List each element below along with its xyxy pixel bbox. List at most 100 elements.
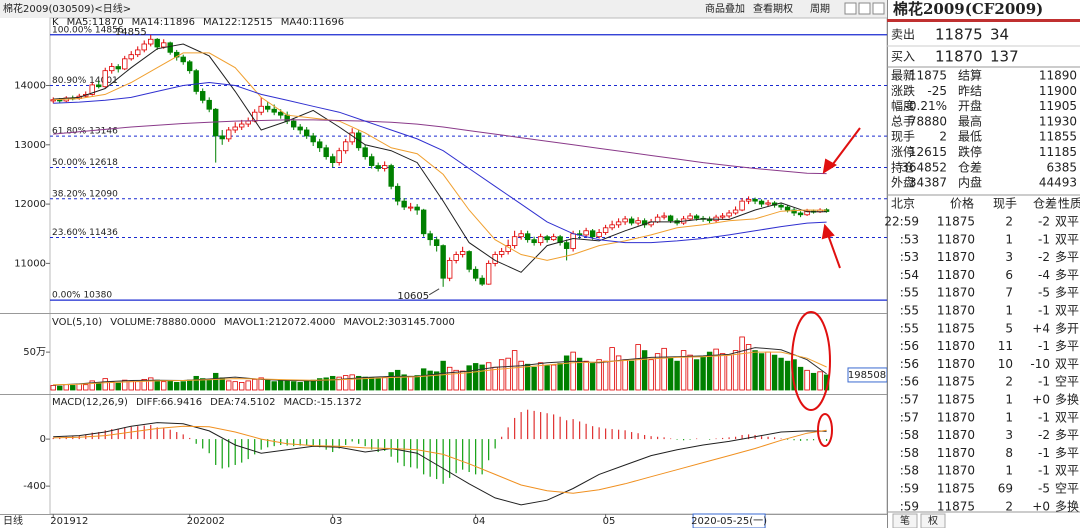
candle-body bbox=[368, 156, 375, 166]
volume-bar bbox=[83, 384, 89, 391]
toolbar-button[interactable]: 周期 bbox=[810, 3, 830, 15]
tick-cell: +0 bbox=[1032, 393, 1050, 407]
candle-body bbox=[485, 262, 492, 285]
icon-button[interactable] bbox=[844, 2, 857, 15]
candle-body bbox=[109, 66, 115, 72]
volume-bar bbox=[427, 370, 433, 391]
legend-item: MA5:11870 bbox=[67, 17, 124, 28]
tick-cell: :57 bbox=[900, 393, 919, 407]
tick-cell: 多平 bbox=[1055, 428, 1079, 442]
y-tick-label: 13000 bbox=[14, 140, 46, 151]
tick-cell: 3 bbox=[1005, 428, 1013, 442]
volume-bar bbox=[115, 382, 121, 391]
tick-cell: 10 bbox=[998, 357, 1013, 371]
legend-item: MA122:12515 bbox=[203, 17, 273, 28]
icon-button[interactable] bbox=[858, 2, 871, 15]
volume-bar bbox=[102, 378, 108, 391]
arrow-head bbox=[822, 158, 837, 175]
tick-cell: 多换 bbox=[1055, 393, 1079, 407]
volume-bar bbox=[89, 380, 95, 391]
tick-cell: 11870 bbox=[937, 286, 975, 300]
volume-bar bbox=[726, 354, 732, 391]
volume-bar bbox=[245, 380, 251, 391]
tick-cell: -1 bbox=[1038, 410, 1050, 424]
candle-body bbox=[264, 105, 271, 110]
candle-body bbox=[752, 198, 758, 202]
stat-value: 11930 bbox=[1039, 114, 1077, 128]
candle-body bbox=[193, 70, 199, 92]
candle-body bbox=[765, 202, 771, 205]
tick-cell: -2 bbox=[1038, 250, 1050, 264]
stat-label: 现手 bbox=[891, 130, 915, 144]
stat-label: 最高 bbox=[958, 113, 982, 128]
volume-bar bbox=[804, 369, 810, 391]
y-tick-label: 11000 bbox=[14, 258, 46, 269]
stat-label: 总手 bbox=[891, 114, 915, 128]
line-series bbox=[53, 351, 827, 386]
quote-title: 棉花2009(CF2009) bbox=[893, 0, 1043, 18]
volume-bar bbox=[394, 369, 401, 391]
volume-bar bbox=[200, 378, 206, 391]
top-bar bbox=[0, 0, 887, 18]
volume-bar bbox=[122, 379, 128, 391]
x-tick-label: 201912 bbox=[50, 516, 88, 527]
stat-value: 11905 bbox=[1039, 99, 1077, 113]
volume-bar bbox=[290, 381, 297, 391]
ticks-header: 北京 bbox=[891, 197, 915, 211]
volume-bar bbox=[628, 360, 635, 391]
candle-body bbox=[453, 254, 459, 261]
candle-body bbox=[206, 99, 212, 110]
candle-body bbox=[336, 150, 342, 163]
y-tick-label: 50万 bbox=[23, 347, 46, 358]
tick-cell: 11870 bbox=[937, 357, 975, 371]
tab[interactable] bbox=[892, 513, 918, 528]
toolbar-button[interactable]: 商品叠加 bbox=[705, 2, 745, 15]
candle-body bbox=[310, 135, 316, 143]
legend-item: MAVOL2:303145.7000 bbox=[343, 317, 454, 328]
arrow bbox=[826, 231, 841, 269]
stat-value: 12615 bbox=[909, 145, 947, 159]
tick-cell: 空平 bbox=[1055, 375, 1079, 389]
fib-label: 38.20% 12090 bbox=[52, 189, 118, 199]
candle-body bbox=[719, 215, 726, 218]
tick-cell: 11870 bbox=[937, 410, 975, 424]
candle-body bbox=[239, 123, 245, 128]
tab-label[interactable]: 笔 bbox=[900, 514, 910, 527]
candle-body bbox=[316, 141, 323, 149]
highlight-ellipse bbox=[791, 311, 831, 411]
tab[interactable] bbox=[920, 513, 946, 528]
volume-bar bbox=[485, 362, 492, 391]
volume-bar bbox=[615, 355, 622, 391]
volume-bar bbox=[693, 359, 700, 391]
stat-value: 364852 bbox=[901, 160, 947, 174]
candle-body bbox=[200, 91, 206, 101]
volume-bar bbox=[407, 375, 414, 391]
tick-cell: 多平 bbox=[1055, 286, 1079, 300]
stat-value: 44493 bbox=[1039, 176, 1077, 190]
volume-bar bbox=[622, 359, 628, 391]
volume-bar bbox=[135, 381, 141, 391]
fib-label: 50.00% 12618 bbox=[52, 158, 118, 168]
tab-label[interactable]: 权 bbox=[928, 514, 938, 527]
stat-value: 11875 bbox=[909, 69, 947, 83]
volume-bar bbox=[70, 385, 76, 391]
stat-label: 幅度 bbox=[891, 98, 915, 113]
volume-bar bbox=[50, 385, 56, 391]
tick-cell: +0 bbox=[1032, 499, 1050, 513]
ticks-header: 价格 bbox=[950, 196, 974, 211]
tick-cell: 双平 bbox=[1055, 215, 1079, 229]
stat-label: 涨跌 bbox=[891, 83, 915, 98]
tick-cell: 多换 bbox=[1055, 499, 1079, 513]
legend-item: MA40:11696 bbox=[281, 17, 344, 28]
candle-body bbox=[135, 49, 141, 56]
tick-cell: :55 bbox=[900, 321, 919, 335]
toolbar-button[interactable]: 查看期权 bbox=[753, 2, 793, 15]
icon-button[interactable] bbox=[872, 2, 885, 15]
candle-body bbox=[219, 135, 225, 140]
volume-bar bbox=[531, 366, 537, 391]
max-label: 14855 bbox=[115, 27, 147, 38]
y-tick-label: -400 bbox=[23, 481, 46, 492]
candle-body bbox=[427, 233, 433, 241]
